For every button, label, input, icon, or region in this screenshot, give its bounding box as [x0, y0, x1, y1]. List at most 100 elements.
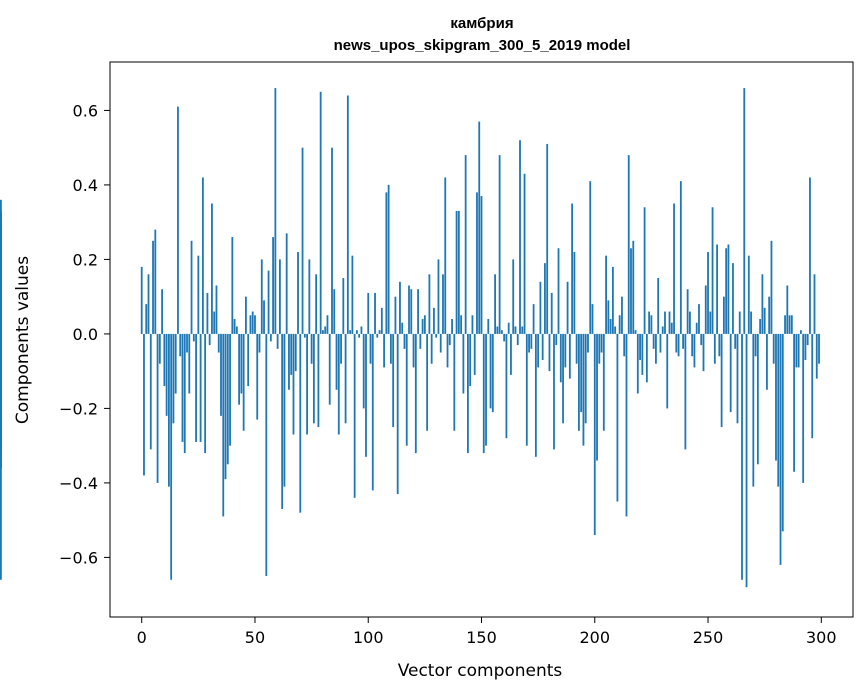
- bar: [625, 333, 628, 517]
- bar: [172, 333, 175, 424]
- bar: [766, 333, 768, 390]
- bar: [587, 333, 589, 353]
- bar: [199, 333, 202, 442]
- bar: [383, 333, 385, 368]
- bar: [607, 300, 610, 334]
- bar: [478, 121, 481, 334]
- bar: [276, 333, 279, 349]
- bar: [396, 333, 399, 495]
- bar: [593, 333, 596, 536]
- bar: [426, 333, 429, 431]
- bar: [786, 285, 789, 334]
- bar: [242, 333, 245, 431]
- bar: [732, 263, 734, 334]
- bar: [682, 333, 685, 349]
- bar: [365, 333, 367, 457]
- bar: [747, 255, 750, 334]
- bar: [600, 333, 603, 353]
- bar: [707, 251, 709, 334]
- bar: [408, 285, 410, 334]
- bar: [716, 244, 718, 334]
- bar: [557, 248, 560, 334]
- bar: [439, 333, 442, 353]
- bar: [170, 333, 173, 580]
- bar: [192, 333, 195, 342]
- bar: [163, 333, 166, 387]
- bar: [464, 155, 467, 334]
- bar: [686, 289, 689, 334]
- bar: [331, 147, 333, 334]
- bar: [389, 333, 392, 364]
- bar: [818, 333, 820, 364]
- chart-title: камбрия: [450, 15, 513, 32]
- bar: [664, 311, 666, 334]
- bar: [777, 333, 780, 487]
- bar: [455, 210, 458, 334]
- bar: [217, 333, 220, 353]
- bar: [462, 333, 465, 394]
- bar: [272, 237, 274, 334]
- bar: [283, 333, 286, 487]
- bar: [611, 266, 614, 334]
- bar: [233, 319, 236, 334]
- bar: [650, 315, 653, 334]
- bar: [584, 333, 587, 424]
- bar: [0, 229, 2, 334]
- bar: [546, 143, 549, 334]
- plot-frame: [109, 61, 854, 618]
- bar: [806, 333, 809, 346]
- bar: [634, 330, 637, 334]
- bar: [507, 322, 510, 334]
- bar: [448, 333, 451, 346]
- bar: [351, 255, 354, 334]
- bar: [467, 333, 469, 454]
- bar: [596, 333, 598, 461]
- bar: [684, 333, 687, 450]
- bar: [793, 333, 796, 472]
- bar: [392, 333, 395, 428]
- bar: [387, 184, 390, 334]
- y-tick-label: 0.2: [73, 250, 98, 269]
- bar: [534, 333, 537, 457]
- bar: [310, 333, 313, 364]
- bar: [578, 333, 580, 431]
- bar: [591, 304, 594, 334]
- bar: [158, 333, 161, 364]
- bar: [679, 181, 682, 334]
- bar: [206, 292, 209, 334]
- bar: [473, 333, 476, 375]
- bar: [263, 300, 265, 334]
- bar: [571, 203, 574, 334]
- bar: [614, 326, 617, 334]
- bar: [414, 333, 417, 454]
- bar: [772, 333, 775, 364]
- bar: [636, 333, 639, 394]
- bar: [231, 237, 234, 334]
- y-axis-label: Components values: [13, 256, 33, 424]
- bar: [521, 326, 524, 334]
- bar: [442, 274, 444, 334]
- bar: [639, 333, 641, 360]
- bar: [317, 333, 320, 428]
- bar: [156, 333, 159, 483]
- bar: [580, 333, 583, 413]
- bar: [143, 333, 145, 476]
- bar: [691, 333, 694, 357]
- bar: [713, 333, 716, 364]
- bar: [711, 207, 714, 334]
- bar: [240, 333, 243, 394]
- bar: [582, 333, 585, 446]
- bar: [371, 333, 374, 491]
- bar: [514, 326, 517, 334]
- chart-subtitle: news_upos_skipgram_300_5_2019 model: [334, 37, 631, 54]
- bar: [410, 289, 413, 334]
- bar: [516, 333, 519, 346]
- bar: [788, 315, 791, 334]
- bar: [308, 259, 311, 334]
- bar: [251, 311, 254, 334]
- bar: [532, 304, 535, 334]
- bar: [358, 333, 361, 338]
- bar: [738, 311, 741, 334]
- bar: [729, 333, 732, 413]
- bar: [750, 311, 752, 334]
